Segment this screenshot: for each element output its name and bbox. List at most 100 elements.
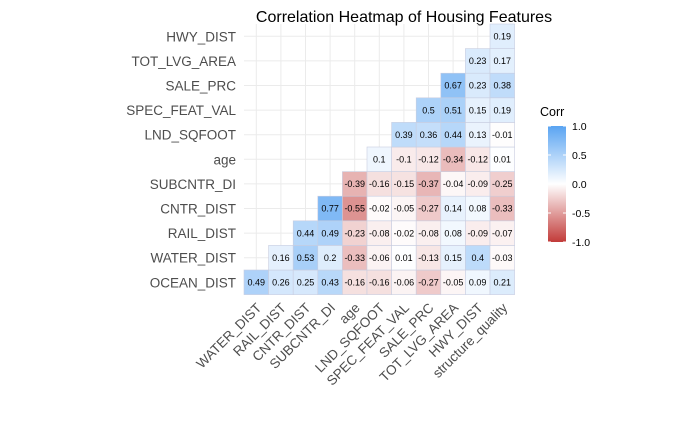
- heatmap-cell: [391, 195, 417, 222]
- cell-value-label: -0.37: [418, 179, 439, 189]
- y-tick-label: LND_SQFOOT: [144, 128, 236, 143]
- cell-value-label: -0.02: [394, 228, 415, 238]
- heatmap-cell: [366, 171, 392, 197]
- cell-value-label: -0.25: [492, 179, 513, 189]
- cell-value-label: -0.27: [418, 278, 439, 288]
- cell-value-label: 0.4: [471, 253, 484, 263]
- cell-value-label: -0.07: [492, 228, 513, 238]
- cell-value-label: -0.06: [369, 253, 390, 263]
- legend-tick-label: 0.0: [572, 179, 587, 191]
- cell-value-label: 0.08: [444, 228, 462, 238]
- heatmap-cell: [489, 23, 515, 49]
- heatmap-cell: [342, 245, 368, 271]
- heatmap-cell: [317, 220, 343, 246]
- cell-value-label: -0.01: [492, 130, 513, 140]
- cell-value-label: -0.08: [369, 228, 390, 238]
- heatmap-cell: [342, 195, 368, 222]
- cell-value-label: -0.27: [418, 204, 439, 214]
- chart-title: Correlation Heatmap of Housing Features: [256, 9, 552, 26]
- y-tick-label: SUBCNTR_DI: [150, 177, 236, 192]
- cell-value-label: 0.1: [373, 155, 386, 165]
- cell-value-label: 0.14: [444, 204, 462, 214]
- cell-value-label: 0.19: [494, 32, 512, 42]
- legend-tick-label: 1.0: [572, 121, 587, 133]
- cell-value-label: 0.21: [494, 278, 512, 288]
- heatmap-cell: [391, 269, 417, 295]
- cell-value-label: 0.16: [272, 253, 290, 263]
- cell-value-label: 0.53: [297, 253, 315, 263]
- heatmap-cell: [415, 245, 442, 271]
- cell-value-label: -0.16: [369, 278, 390, 288]
- heatmap-cell: [317, 195, 343, 222]
- y-tick-label: age: [213, 152, 236, 167]
- cell-value-label: -0.04: [443, 179, 464, 189]
- heatmap-cell: [366, 146, 392, 172]
- cell-value-label: -0.12: [418, 155, 439, 165]
- cell-value-label: -0.09: [467, 179, 488, 189]
- cell-value-label: 0.43: [321, 278, 339, 288]
- cell-value-label: 0.77: [321, 204, 339, 214]
- cell-value-label: -0.13: [418, 253, 439, 263]
- heatmap-cell: [489, 97, 515, 123]
- heatmap-cell: [440, 195, 466, 222]
- heatmap-cells: 0.49 0.26 0.25 0.43 -0.16 -0.16 -0.06 -0.27 -0.0…: [243, 23, 515, 295]
- y-tick-label: SALE_PRC: [165, 79, 236, 94]
- heatmap-cell: [465, 146, 491, 172]
- cell-value-label: 0.15: [469, 105, 487, 115]
- cell-value-label: -0.09: [467, 228, 488, 238]
- heatmap-cell: [489, 72, 515, 99]
- legend-title: Corr: [540, 105, 564, 119]
- cell-value-label: -0.33: [492, 204, 513, 214]
- cell-value-label: 0.38: [494, 81, 512, 91]
- cell-value-label: 0.25: [297, 278, 315, 288]
- cell-value-label: 0.01: [494, 155, 512, 165]
- cell-value-label: 0.15: [444, 253, 462, 263]
- heatmap-cell: [489, 220, 515, 246]
- cell-value-label: 0.26: [272, 278, 290, 288]
- heatmap-cell: [440, 220, 466, 246]
- y-tick-label: CNTR_DIST: [160, 202, 236, 217]
- y-axis-labels: OCEAN_DIST WATER_DIST RAIL_DIST CNTR_DIST SU…: [126, 29, 236, 290]
- legend-tick-label: -1.0: [572, 237, 590, 249]
- cell-value-label: -0.03: [492, 253, 513, 263]
- heatmap-cell: [391, 146, 417, 172]
- heatmap-cell: [465, 269, 491, 295]
- heatmap-cell: [489, 195, 515, 222]
- cell-value-label: 0.23: [469, 81, 487, 91]
- legend-colorbar: [548, 126, 566, 242]
- y-tick-label: SPEC_FEAT_VAL: [126, 103, 236, 118]
- heatmap-cell: [366, 195, 392, 222]
- cell-value-label: 0.2: [324, 253, 337, 263]
- heatmap-cell: [465, 171, 491, 197]
- cell-value-label: 0.13: [469, 130, 487, 140]
- heatmap-cell: [440, 97, 466, 123]
- cell-value-label: -0.06: [394, 278, 415, 288]
- heatmap-cell: [415, 97, 442, 123]
- heatmap-cell: [243, 269, 269, 295]
- cell-value-label: 0.01: [395, 253, 413, 263]
- x-axis-labels: WATER_DISTRAIL_DISTCNTR_DISTSUBCNTR_DIag…: [193, 300, 510, 389]
- cell-value-label: -0.05: [394, 204, 415, 214]
- cell-value-label: -0.33: [344, 253, 365, 263]
- cell-value-label: 0.39: [395, 130, 413, 140]
- cell-value-label: -0.39: [344, 179, 365, 189]
- cell-value-label: 0.49: [321, 228, 339, 238]
- y-tick-label: HWY_DIST: [166, 29, 236, 44]
- heatmap-cell: [465, 195, 491, 222]
- cell-value-label: 0.17: [494, 56, 512, 66]
- cell-value-label: -0.15: [394, 179, 415, 189]
- legend: Corr 1.0 0.5 0.0 -0.5 -1.0: [540, 105, 590, 249]
- cell-value-label: -0.16: [369, 179, 390, 189]
- y-tick-label: WATER_DIST: [150, 251, 236, 266]
- cell-value-label: -0.05: [443, 278, 464, 288]
- cell-value-label: 0.67: [444, 81, 462, 91]
- cell-value-label: 0.23: [469, 56, 487, 66]
- heatmap-cell: [489, 171, 515, 197]
- y-tick-label: RAIL_DIST: [168, 226, 236, 241]
- cell-value-label: -0.1: [396, 155, 412, 165]
- cell-value-label: -0.02: [369, 204, 390, 214]
- heatmap-cell: [317, 245, 343, 271]
- cell-value-label: 0.51: [444, 105, 462, 115]
- cell-value-label: 0.44: [444, 130, 462, 140]
- heatmap-cell: [366, 269, 392, 295]
